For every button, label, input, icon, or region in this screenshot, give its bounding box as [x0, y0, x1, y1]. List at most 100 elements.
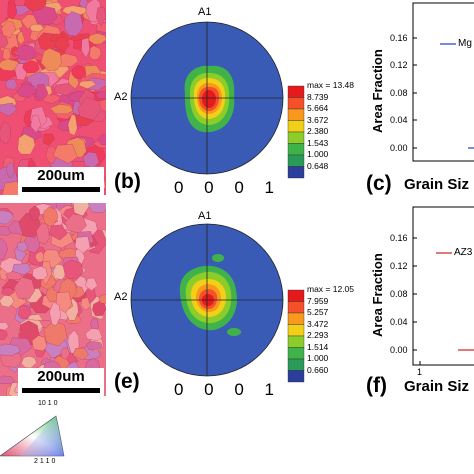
pole-figure-plot [130, 223, 305, 383]
ebsd-grain-map [0, 0, 106, 195]
grain [36, 222, 50, 245]
grain [35, 83, 49, 101]
colorbar-swatch [287, 312, 305, 325]
grain [49, 104, 74, 115]
grain [97, 134, 106, 146]
plot-frame [412, 2, 474, 162]
grain [21, 355, 37, 369]
colorbar-label: 8.739 [307, 91, 329, 102]
grain-size-plot-f: Area Fraction 0.16 0.12 0.08 0.04 0.00 1… [356, 204, 474, 404]
y-tick-label: 0.16 [390, 33, 408, 43]
pf-axis-top: A1 [198, 6, 212, 18]
colorbar-label: 3.472 [307, 318, 329, 329]
grain [78, 80, 97, 89]
y-tick-label: 0.00 [390, 345, 408, 355]
ipf-label-top: 10 1 0 [38, 400, 58, 407]
panel-label-e: (e) [114, 370, 140, 393]
plot-axes [412, 206, 474, 366]
grain [95, 91, 106, 99]
grain [55, 291, 72, 313]
scale-bar-label: 200um [37, 167, 85, 184]
grain [86, 341, 103, 351]
scale-bar: 200um [18, 167, 104, 195]
colorbar-label: 1.543 [307, 137, 329, 148]
x-axis-label: Grain Siz [404, 176, 470, 193]
colorbar-label: 1.514 [307, 341, 329, 352]
pole-figure-e: A1 A2 max = 12.05 7.959 5.257 3.472 2.293 1.5… [114, 204, 355, 404]
grain [7, 0, 18, 20]
grain [96, 7, 106, 27]
grain [48, 224, 68, 241]
grain [32, 266, 48, 280]
scale-bar: 200um [18, 368, 104, 396]
pf-peak [202, 90, 216, 108]
pf-axis-left: A2 [114, 291, 128, 303]
y-axis-label: Area Fraction [370, 49, 385, 133]
scale-bar-line [22, 388, 100, 393]
grain [17, 304, 32, 320]
y-tick-label: 0.12 [390, 60, 408, 70]
grain [6, 161, 15, 178]
grain [30, 114, 41, 134]
pf-index-label: 0 0 0 1 [174, 380, 282, 399]
grain [0, 343, 21, 356]
y-tick-label: 0.08 [390, 88, 408, 98]
grain [98, 294, 106, 304]
colorbar-swatch [287, 154, 305, 167]
grain [95, 22, 106, 33]
grain [0, 375, 16, 385]
ebsd-map-e: 200um [0, 203, 106, 396]
legend-entry: Mg [458, 38, 472, 49]
colorbar-swatch [287, 97, 305, 110]
colorbar-label: 3.672 [307, 114, 329, 125]
grain [1, 20, 16, 39]
grain [0, 322, 9, 331]
panel-label-f: (f) [366, 374, 387, 397]
grain [71, 65, 87, 80]
pole-figure-b: A1 A2 max = 13.48 8.739 5.664 3.672 2.380 1.5… [114, 0, 354, 200]
grain [52, 263, 66, 281]
grain [77, 96, 102, 121]
grain [64, 213, 87, 234]
plot-axes [412, 2, 474, 162]
colorbar-swatch [287, 85, 305, 98]
pf-contour [212, 254, 224, 262]
ipf-triangle-shade [20, 416, 64, 456]
grain [89, 45, 102, 60]
plot-frame [412, 206, 474, 366]
grain [81, 37, 91, 59]
grain [85, 277, 98, 291]
grain [17, 241, 28, 253]
legend-entry: AZ3 [454, 247, 473, 258]
colorbar-swatch [287, 120, 305, 133]
ebsd-map-b: 200um [0, 0, 106, 195]
grain [15, 44, 37, 61]
grain [42, 133, 55, 146]
pf-axis-top: A1 [198, 210, 212, 222]
grain [5, 78, 18, 90]
grain [13, 276, 35, 300]
x-tick-label: 1 [417, 367, 423, 377]
x-axis-label: Grain Siz [404, 378, 470, 395]
grain [60, 347, 70, 360]
colorbar-swatch [287, 358, 305, 371]
colorbar-swatch [287, 324, 305, 337]
colorbar-label: 0.660 [307, 364, 329, 375]
pole-figure-plot [130, 21, 305, 179]
colorbar-swatch [287, 143, 305, 156]
grain [29, 23, 45, 33]
grain [52, 144, 78, 164]
grain [16, 83, 37, 99]
grain-size-plot-c: Area Fraction 0.16 0.12 0.08 0.04 0.00 M… [356, 0, 474, 200]
panel-label-c: (c) [366, 172, 392, 195]
colorbar-label: 2.293 [307, 330, 329, 340]
y-tick-label: 0.04 [390, 115, 408, 125]
grain [80, 296, 91, 311]
colorbar-label: max = 12.05 [307, 284, 355, 294]
grain [49, 301, 61, 326]
grain [92, 300, 106, 316]
y-tick-label: 0.08 [390, 289, 408, 299]
colorbar-swatch [287, 335, 305, 348]
ebsd-grain-map [0, 203, 106, 396]
grain [72, 347, 89, 361]
